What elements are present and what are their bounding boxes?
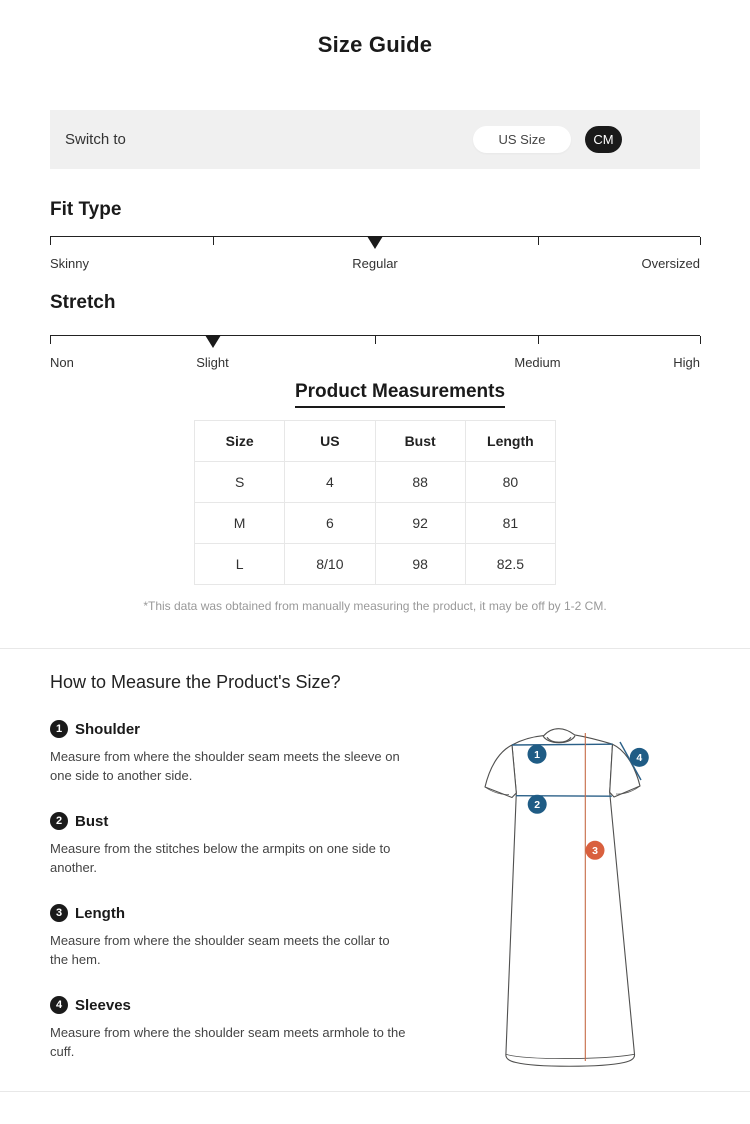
svg-text:4: 4 (636, 752, 642, 764)
svg-text:3: 3 (592, 845, 598, 857)
svg-text:2: 2 (534, 799, 540, 811)
svg-text:1: 1 (534, 749, 540, 761)
